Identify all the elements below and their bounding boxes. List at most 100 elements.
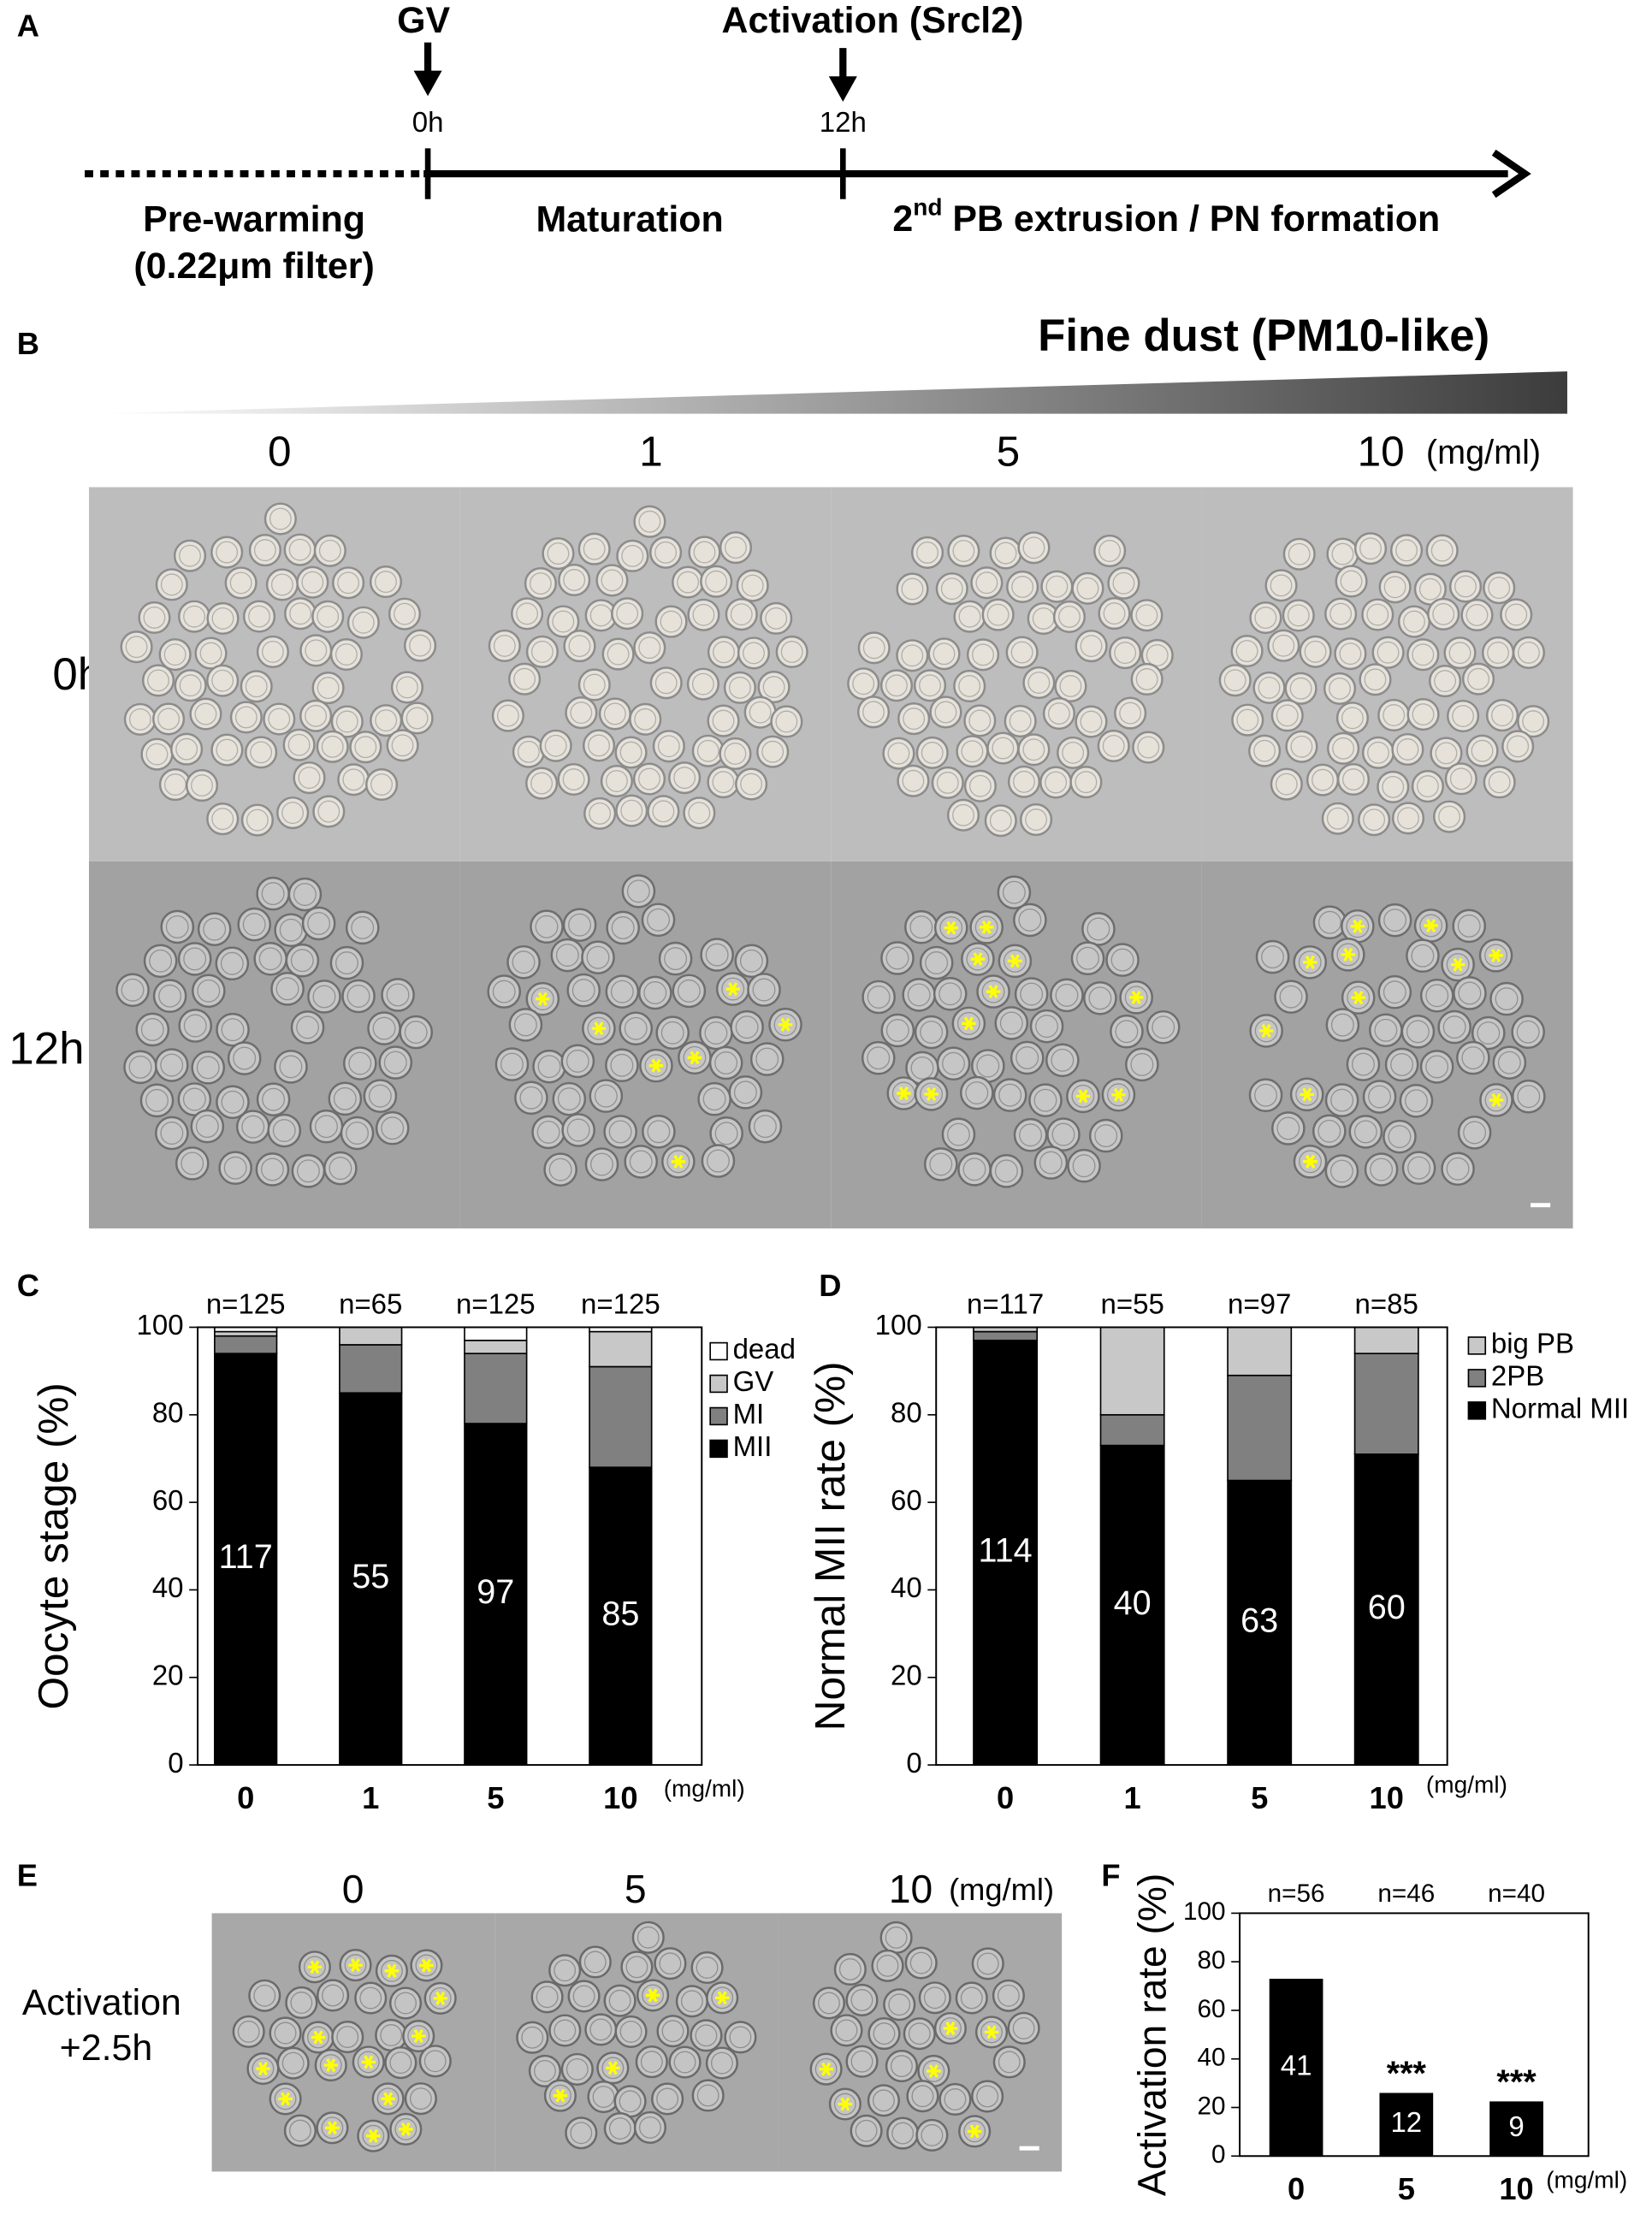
oocyte-core [179, 544, 201, 567]
oocyte-core [901, 644, 924, 667]
oocyte-core [1505, 603, 1528, 626]
oocyte-core [1405, 1089, 1428, 1113]
oocyte-core [519, 1086, 543, 1110]
oocyte-core [1223, 669, 1246, 692]
oocyte-core [521, 2026, 544, 2049]
oocyte-core [1119, 701, 1142, 725]
oocyte-core [1446, 953, 1470, 977]
oocyte-core [619, 2090, 642, 2113]
oocyte-core [692, 603, 715, 626]
oocyte-core [833, 2093, 856, 2116]
oocyte-core [714, 1122, 738, 1145]
micrographs [88, 487, 1573, 2172]
oocyte-core [925, 951, 949, 974]
plot-frame [1239, 1912, 1590, 2158]
oocyte-core [281, 2051, 305, 2075]
oocyte-core [989, 809, 1012, 832]
asterisk [1131, 990, 1141, 1004]
oocyte-core [554, 1959, 577, 1982]
oocyte-core [625, 1956, 648, 1979]
oocyte-core [547, 542, 570, 565]
asterisk [387, 1963, 397, 1978]
oocyte-core [160, 573, 183, 596]
oocyte-core [293, 883, 317, 906]
asterisk [413, 2029, 423, 2043]
oocyte-core [696, 739, 719, 762]
y-tick-label: 60 [1198, 1995, 1226, 2023]
oocyte-core [998, 1083, 1022, 1107]
oocyte-core [389, 2051, 412, 2075]
oocyte-core [121, 978, 145, 1002]
count-label: 117 [219, 1538, 273, 1576]
n-label: n=56 [1268, 1880, 1325, 1908]
oocyte-core [248, 605, 270, 628]
oocyte-core [1022, 738, 1045, 761]
oocyte-core [289, 602, 312, 625]
oocyte-core [642, 1984, 665, 2007]
x-tick-label: 1 [1124, 1780, 1141, 1815]
oocyte-core [885, 674, 908, 697]
oocyte-core [1495, 987, 1519, 1011]
oocyte-core [194, 702, 217, 725]
y-tick-label: 60 [891, 1484, 922, 1516]
oocyte-core [1258, 676, 1281, 699]
oocyte-core [1497, 1051, 1521, 1074]
asterisk [1305, 955, 1315, 969]
oocyte-core [391, 734, 414, 757]
oocyte-core [1448, 642, 1471, 665]
oocyte-core [500, 1052, 524, 1076]
bar-segment [339, 1326, 403, 1346]
oocyte-core [298, 767, 321, 790]
oocyte-core [638, 767, 660, 790]
phase-text: 2 [892, 199, 913, 240]
oocyte-core [939, 916, 963, 940]
oocyte-core [394, 2117, 417, 2140]
oocyte-core [592, 2086, 615, 2108]
oocyte-core [279, 1055, 303, 1079]
oocyte-core [601, 569, 624, 592]
oocyte-core [724, 743, 747, 765]
oocyte-core [406, 707, 429, 730]
oocyte-core [921, 2123, 944, 2146]
bar-segment [339, 1392, 403, 1766]
oocyte-core [269, 507, 292, 530]
oocyte-core [1412, 643, 1435, 666]
oocyte-core [1435, 742, 1458, 765]
oocyte-core [290, 1992, 313, 2014]
oocyte-core [492, 980, 516, 1003]
oocyte-core [1146, 644, 1169, 666]
oocyte-core [944, 2088, 967, 2110]
oocyte-core [274, 2022, 297, 2045]
scale-bar [1531, 1203, 1551, 1208]
oocyte-core [196, 1056, 220, 1080]
legend-label: Normal MII [1491, 1393, 1629, 1424]
oocyte-core [376, 2087, 400, 2110]
oocyte-core [605, 770, 628, 792]
oocyte-core [529, 572, 552, 595]
oocyte-core [1346, 915, 1370, 938]
oocyte-core [270, 573, 293, 596]
oocyte-core [1015, 1046, 1039, 1069]
oocyte-core [175, 737, 198, 761]
n-label: n=55 [1100, 1288, 1164, 1319]
oocyte-core [1272, 634, 1295, 657]
n-label: n=97 [1228, 1288, 1291, 1319]
count-label: 55 [352, 1558, 389, 1595]
asterisk [821, 2062, 832, 2076]
oocyte-core [318, 539, 341, 562]
oocyte-core [404, 1021, 428, 1045]
asterisk [421, 1958, 431, 1973]
oocyte-core [637, 1926, 660, 1949]
legend-label: MII [733, 1430, 773, 1462]
panel-letter: E [17, 1858, 38, 1893]
oocyte-core [307, 2026, 329, 2049]
dose-label: 10 [1358, 429, 1405, 476]
oocyte-core [513, 667, 536, 690]
oocyte-core [199, 642, 222, 665]
oocyte-core [588, 734, 610, 757]
phase-label: (0.22μm filter) [133, 246, 374, 287]
bar-segment [464, 1339, 528, 1354]
oocyte-core [657, 735, 680, 758]
bar-segment [1353, 1353, 1419, 1455]
oocyte-core [1055, 983, 1079, 1007]
